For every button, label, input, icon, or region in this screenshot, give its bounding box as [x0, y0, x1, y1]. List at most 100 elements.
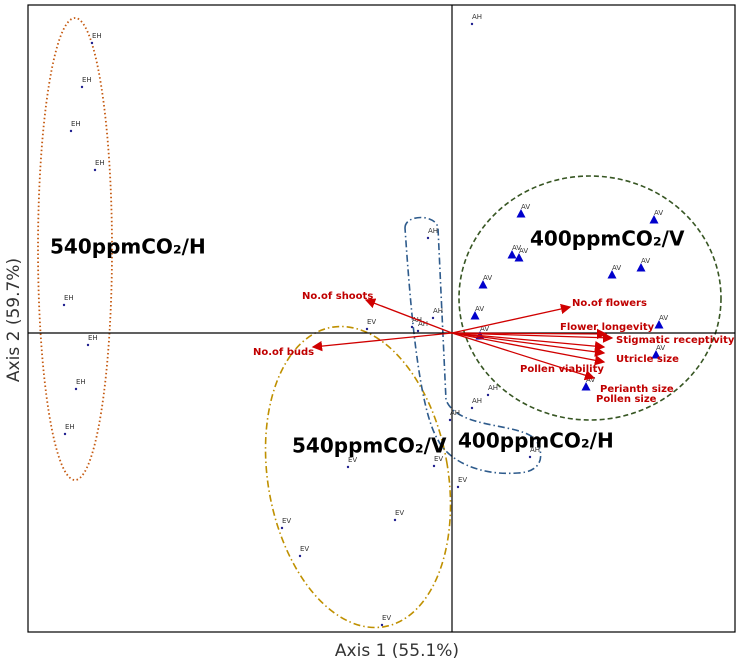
point-label: EV — [282, 517, 291, 525]
group-outline — [264, 325, 452, 629]
vector — [451, 332, 606, 366]
point — [365, 327, 369, 331]
point — [80, 85, 84, 89]
point — [470, 22, 474, 26]
point — [649, 215, 659, 224]
point-label: EH — [95, 159, 105, 167]
point — [90, 41, 94, 45]
point — [528, 455, 532, 459]
point-label: AH — [530, 446, 540, 454]
group-label: 540ppmCO₂/V — [292, 434, 447, 458]
plot-frame — [27, 4, 736, 633]
group-outline — [458, 175, 722, 421]
point — [448, 418, 452, 422]
vector — [451, 332, 614, 343]
point-label: AV — [612, 264, 621, 272]
group-label: 540ppmCO₂/H — [50, 235, 206, 259]
vector — [451, 332, 596, 381]
vector-label: Utricle size — [616, 354, 679, 365]
point — [280, 526, 284, 530]
point-label: AH — [488, 384, 498, 392]
point-label: EV — [395, 509, 404, 517]
point — [393, 518, 397, 522]
vector — [311, 332, 453, 352]
vector-label: No.of shoots — [302, 291, 373, 302]
point — [74, 387, 78, 391]
vector-label: Stigmatic receptivity — [616, 335, 735, 346]
point — [432, 464, 436, 468]
group-label: 400ppmCO₂/H — [458, 429, 614, 453]
y-axis-title: Axis 2 (59.7%) — [4, 258, 24, 382]
point — [516, 209, 526, 218]
point — [426, 236, 430, 240]
point — [456, 485, 460, 489]
point — [486, 393, 490, 397]
point — [507, 250, 517, 259]
point-label: EH — [64, 294, 74, 302]
point — [470, 406, 474, 410]
point-label: EH — [71, 120, 81, 128]
point-label: AH — [418, 320, 428, 328]
point-label: AV — [475, 305, 484, 313]
vector-label: Flower longevity — [560, 322, 655, 333]
point-label: AH — [472, 13, 482, 21]
point — [93, 168, 97, 172]
vector — [451, 303, 572, 334]
point-label: AV — [641, 257, 650, 265]
point-label: AH — [472, 397, 482, 405]
point-label: EH — [88, 334, 98, 342]
point-label: AV — [483, 274, 492, 282]
point-label: AH — [428, 227, 438, 235]
vector-label: Perianth size — [600, 384, 674, 395]
point — [63, 432, 67, 436]
point-label: EV — [300, 545, 309, 553]
point — [651, 350, 661, 359]
point-label: AV — [656, 344, 665, 352]
point — [410, 325, 414, 329]
point-label: EV — [458, 476, 467, 484]
point-label: AV — [659, 314, 668, 322]
point — [581, 382, 591, 391]
point — [346, 465, 350, 469]
point-label: AV — [480, 325, 489, 333]
point-label: EH — [76, 378, 86, 386]
vector-label: Pollen size — [596, 394, 657, 405]
point-label: EH — [65, 423, 75, 431]
vector-label: Pollen viability — [520, 364, 604, 375]
x-axis-title: Axis 1 (55.1%) — [335, 641, 459, 661]
point-label: EV — [434, 455, 443, 463]
point — [69, 129, 73, 133]
point-label: AV — [519, 247, 528, 255]
point — [470, 311, 480, 320]
point-label: AV — [521, 203, 530, 211]
point-label: EV — [367, 318, 376, 326]
point — [431, 316, 435, 320]
point — [86, 343, 90, 347]
point-label: EH — [92, 32, 102, 40]
group-label: 400ppmCO₂/V — [530, 227, 685, 251]
point-label: EH — [82, 76, 92, 84]
vector — [451, 332, 606, 357]
point-label: AV — [512, 244, 521, 252]
point — [298, 554, 302, 558]
point — [607, 270, 617, 279]
vector-label: No.of flowers — [572, 298, 647, 309]
point-label: AH — [433, 307, 443, 315]
point-label: EV — [348, 456, 357, 464]
point — [478, 280, 488, 289]
group-outline — [404, 216, 542, 475]
point-label: AH — [450, 409, 460, 417]
vector — [364, 298, 453, 334]
point — [416, 329, 420, 333]
point — [514, 253, 524, 262]
point — [636, 263, 646, 272]
group-outline — [37, 17, 113, 481]
point — [62, 303, 66, 307]
point-label: EV — [382, 614, 391, 622]
point — [654, 320, 664, 329]
point-label: AV — [654, 209, 663, 217]
vector-label: No.of buds — [253, 347, 314, 358]
vector — [451, 332, 606, 352]
point — [380, 623, 384, 627]
